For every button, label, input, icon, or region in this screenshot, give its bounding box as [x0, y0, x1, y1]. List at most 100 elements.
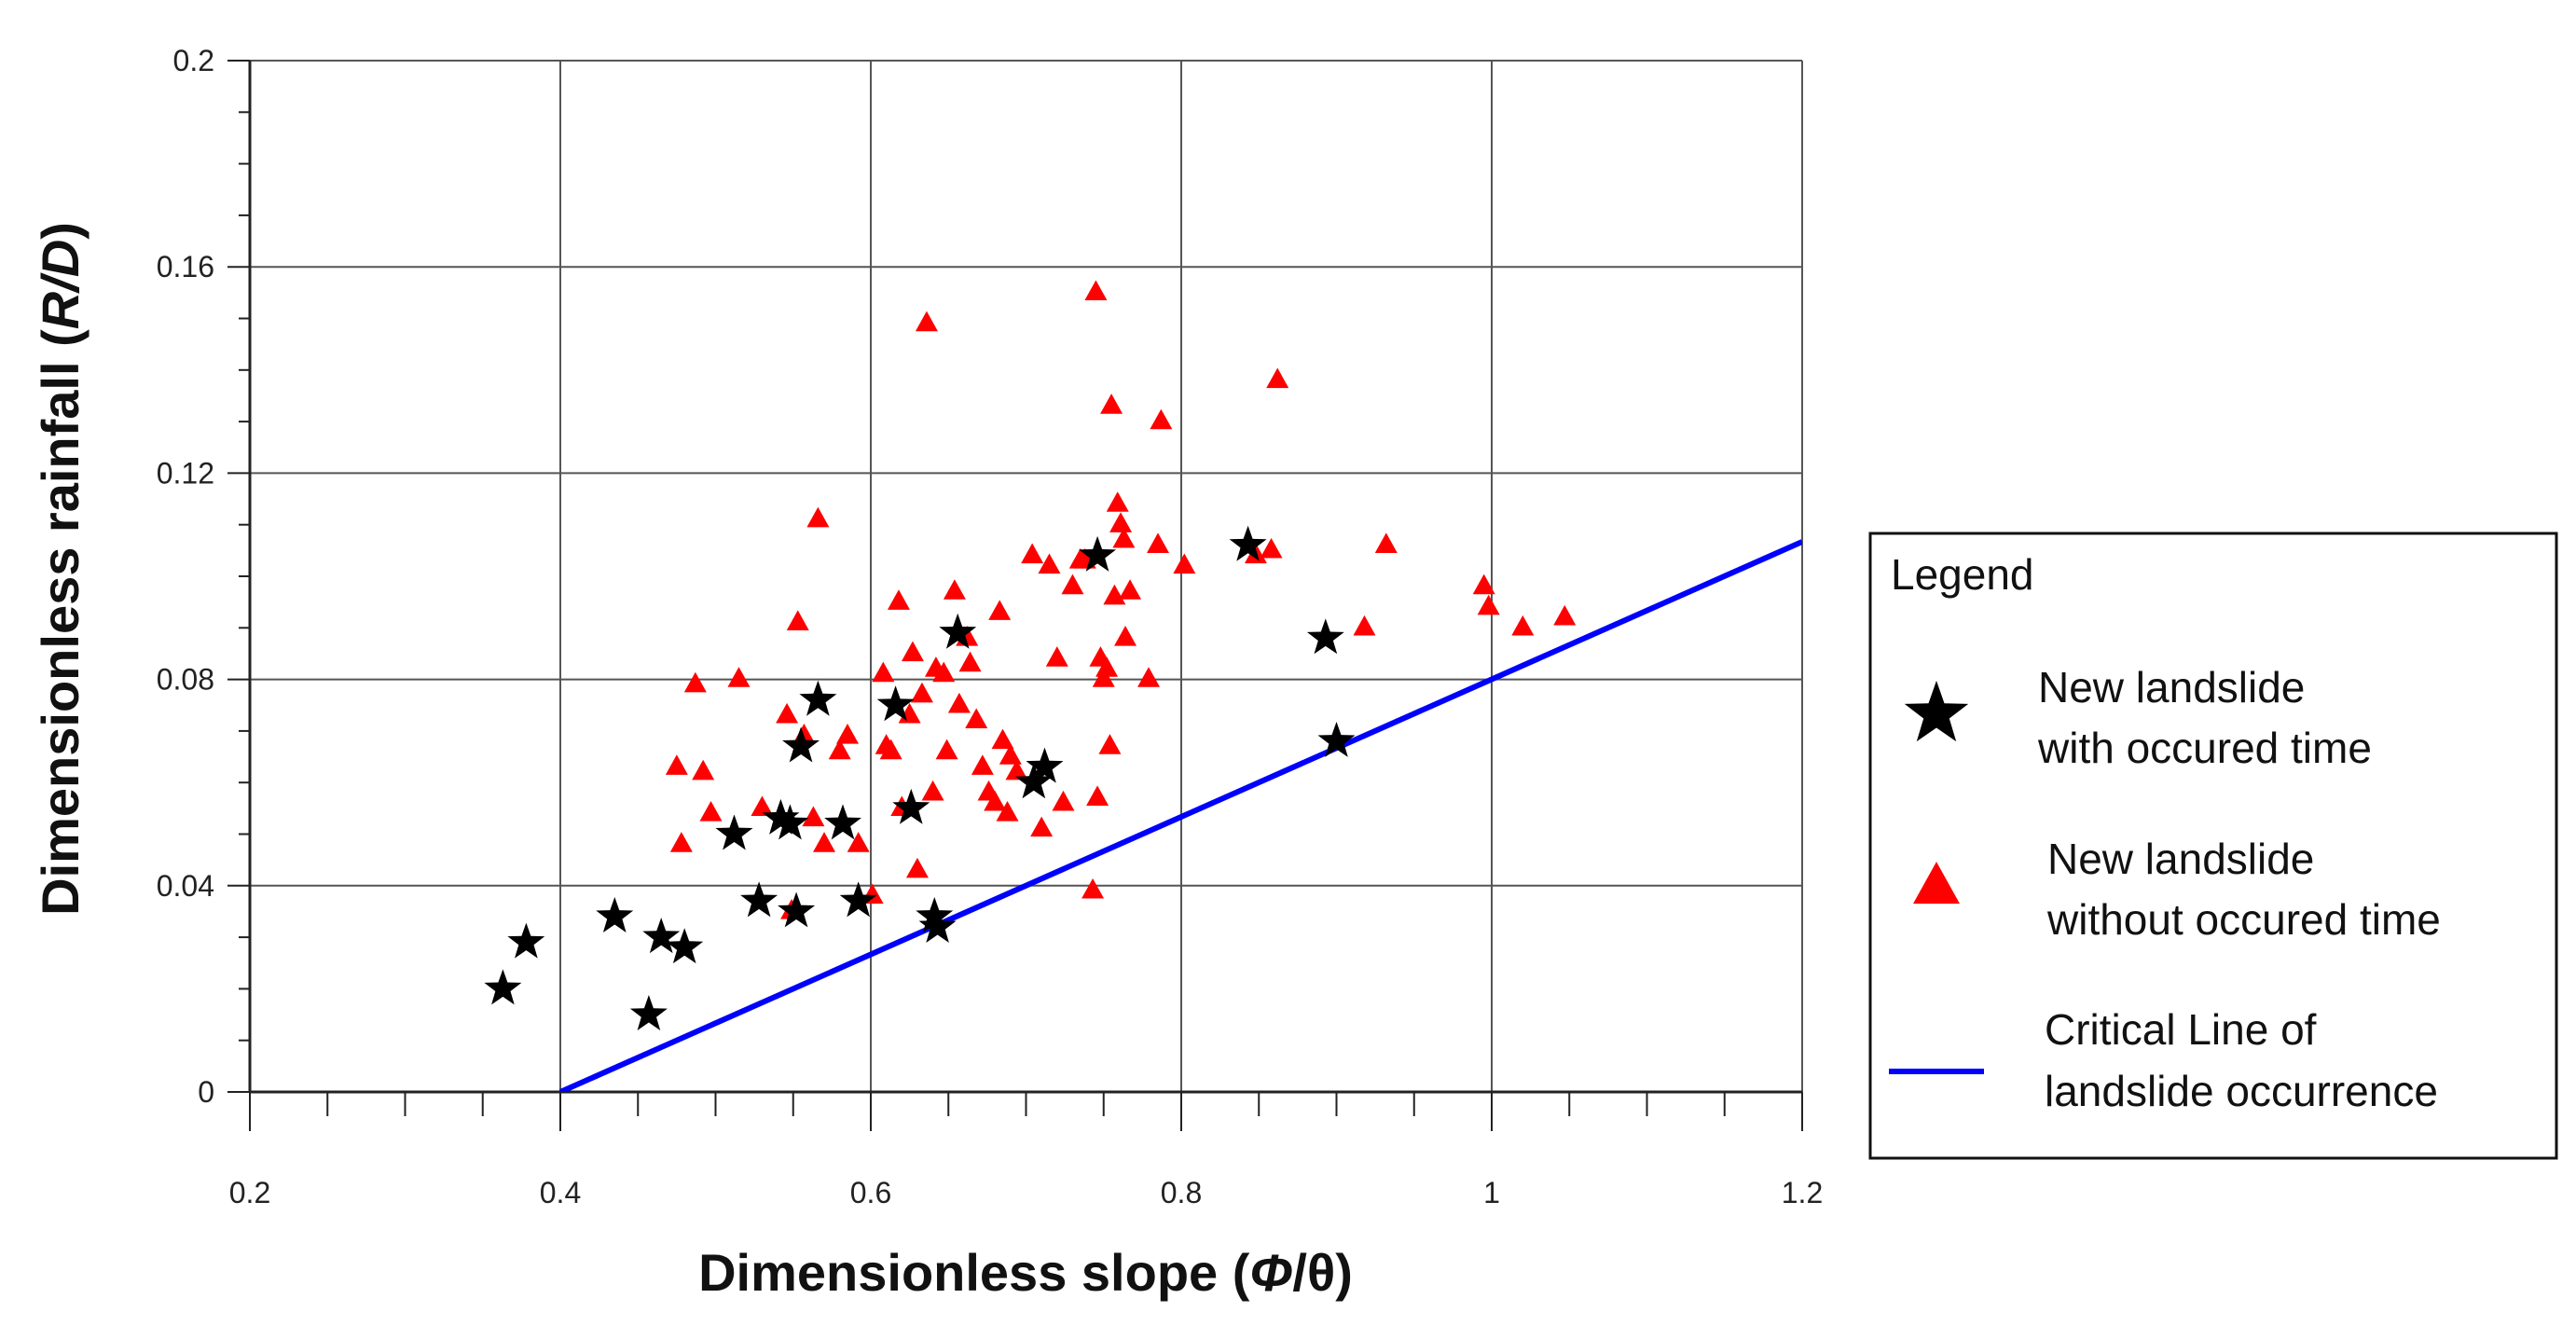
- y-tick-label: 0.08: [157, 663, 214, 697]
- triangle-point: [692, 759, 715, 780]
- triangle-point: [1098, 734, 1122, 754]
- triangle-point: [828, 739, 851, 760]
- triangle-point: [1374, 532, 1398, 554]
- triangle-point: [910, 682, 933, 703]
- triangle-point: [1086, 785, 1109, 806]
- triangle-point: [1103, 584, 1126, 605]
- legend-triangle-marker: [1913, 862, 1960, 905]
- legend-label-triangles-line2: without occured time: [2046, 895, 2441, 944]
- triangle-point: [988, 600, 1012, 620]
- legend-label-stars: New landslide with occured time: [2037, 663, 2372, 772]
- triangle-point: [683, 671, 707, 693]
- triangle-point: [1084, 280, 1108, 301]
- triangle-point: [1021, 543, 1044, 564]
- x-tick-label: 1: [1483, 1176, 1500, 1209]
- triangle-point: [1119, 579, 1142, 600]
- star-point: [629, 995, 668, 1030]
- x-tick-label: 0.8: [1161, 1176, 1202, 1209]
- triangle-point: [1137, 667, 1161, 687]
- triangle-point: [984, 790, 1007, 811]
- star-point: [762, 798, 800, 835]
- triangle-point: [935, 739, 958, 760]
- triangle-point: [921, 780, 944, 801]
- star-point: [666, 928, 704, 964]
- star-point: [939, 613, 977, 649]
- star-point: [715, 814, 753, 850]
- star-point: [1026, 747, 1064, 783]
- triangle-point: [958, 651, 982, 672]
- legend-star-marker: [1904, 681, 1969, 742]
- y-tick-label: 0.2: [173, 44, 214, 77]
- x-tick-label: 0.4: [540, 1176, 581, 1209]
- data-series: [484, 280, 1802, 1092]
- x-tick-label: 1.2: [1782, 1176, 1823, 1209]
- legend-label-triangles: New landslide without occured time: [2046, 835, 2441, 944]
- triangle-point: [847, 832, 870, 852]
- star-point: [824, 804, 861, 840]
- star-point: [916, 897, 954, 932]
- triangle-point: [1100, 394, 1123, 414]
- grid-lines: [250, 60, 1803, 1092]
- legend: Legend New landslide with occured time N…: [1868, 532, 2558, 1160]
- triangle-point: [1038, 553, 1061, 574]
- triangle-point: [665, 754, 688, 775]
- y-tick-label: 0: [198, 1075, 214, 1109]
- star-point: [642, 918, 681, 954]
- triangle-point: [836, 724, 860, 744]
- triangle-point: [1052, 790, 1075, 811]
- legend-label-stars-line1: New landslide: [2038, 663, 2305, 711]
- triangle-point: [727, 667, 751, 687]
- triangle-point: [1114, 625, 1137, 646]
- triangle-point: [965, 708, 988, 729]
- triangle-point: [1005, 759, 1028, 780]
- legend-label-critical-line1: Critical Line of: [2045, 1005, 2317, 1054]
- triangle-point: [905, 857, 929, 878]
- triangle-point: [1061, 573, 1084, 595]
- triangle-point: [699, 800, 723, 822]
- triangle-point: [887, 589, 910, 610]
- star-point: [740, 881, 778, 918]
- triangle-point: [1553, 604, 1577, 626]
- triangle-point: [915, 311, 938, 332]
- triangle-point: [802, 806, 825, 827]
- star-point: [507, 922, 545, 959]
- triangle-point: [1030, 816, 1054, 837]
- triangle-point: [751, 795, 774, 817]
- triangle-point: [776, 702, 799, 724]
- star-point: [782, 726, 820, 763]
- y-tick-label: 0.12: [157, 456, 214, 490]
- y-tick-label: 0.16: [157, 250, 214, 283]
- triangle-point: [1081, 877, 1105, 899]
- star-point: [892, 788, 930, 824]
- triangle-point: [669, 832, 693, 852]
- triangle-point: [872, 661, 895, 683]
- triangle-point: [971, 754, 994, 775]
- star-point: [778, 891, 816, 928]
- triangle-point: [943, 579, 966, 600]
- star-point: [839, 881, 877, 918]
- legend-label-triangles-line1: New landslide: [2047, 835, 2314, 883]
- tick-labels: 0 0.04 0.08 0.12 0.16 0.2 0.2 0.4 0.6 0.8 1 1.2: [157, 44, 1824, 1209]
- star-point: [918, 907, 957, 943]
- triangle-point: [999, 744, 1022, 765]
- star-point: [876, 685, 915, 722]
- y-axis-title: Dimensionless rainfall (R/D): [31, 222, 90, 916]
- triangle-point: [879, 739, 902, 760]
- triangle-point: [1266, 367, 1289, 389]
- triangle-point: [1106, 491, 1129, 512]
- triangle-point: [932, 661, 956, 683]
- triangle-point: [901, 641, 924, 662]
- triangle-point: [813, 832, 836, 852]
- star-point: [771, 804, 809, 840]
- x-tick-label: 0.6: [850, 1176, 891, 1209]
- triangle-point: [996, 800, 1019, 822]
- star-point: [1306, 618, 1344, 655]
- triangle-point: [991, 728, 1014, 750]
- star-point: [1317, 722, 1356, 757]
- star-point: [799, 680, 837, 716]
- axes: [227, 60, 1803, 1131]
- legend-label-stars-line2: with occured time: [2037, 724, 2372, 772]
- x-axis-title: Dimensionless slope (Φ/θ): [698, 1243, 1353, 1302]
- legend-title: Legend: [1891, 550, 2034, 599]
